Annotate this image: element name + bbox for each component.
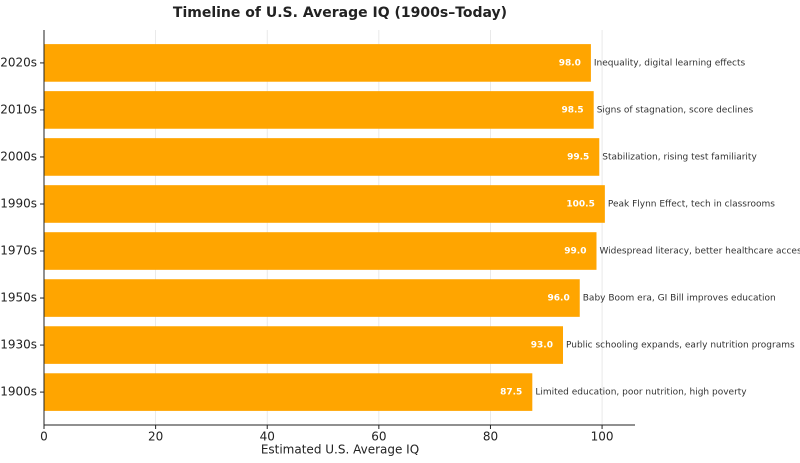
x-tick-label: 80: [483, 430, 498, 444]
x-tick-label: 100: [591, 430, 614, 444]
y-tick-label: 2010s: [0, 102, 37, 116]
bar: [44, 232, 597, 270]
x-axis-label: Estimated U.S. Average IQ: [261, 443, 419, 457]
value-label: 98.5: [561, 105, 583, 115]
value-label: 98.0: [559, 58, 581, 68]
x-tick-label: 60: [371, 430, 386, 444]
bar-note: Limited education, poor nutrition, high …: [535, 388, 747, 398]
bar: [44, 326, 564, 364]
value-label: 100.5: [566, 199, 594, 209]
bar: [44, 373, 533, 411]
bar-note: Peak Flynn Effect, tech in classrooms: [608, 199, 775, 209]
value-label: 96.0: [548, 294, 570, 304]
value-label: 99.5: [567, 152, 589, 162]
y-tick-label: 1950s: [0, 291, 37, 305]
bar-note: Public schooling expands, early nutritio…: [566, 341, 795, 351]
y-tick-label: 1970s: [0, 244, 37, 258]
y-tick-label: 2000s: [0, 149, 37, 163]
bar: [44, 91, 594, 129]
bar: [44, 185, 605, 223]
x-tick-label: 20: [148, 430, 163, 444]
bar-note: Inequality, digital learning effects: [594, 58, 746, 68]
value-label: 93.0: [531, 341, 553, 351]
value-label: 99.0: [564, 247, 586, 257]
y-tick-label: 2020s: [0, 55, 37, 69]
bar-note: Stabilization, rising test familiarity: [602, 152, 757, 162]
y-tick-label: 1900s: [0, 385, 37, 399]
chart-title: Timeline of U.S. Average IQ (1900s–Today…: [173, 5, 507, 21]
y-tick-label: 1930s: [0, 338, 37, 352]
y-tick-label: 1990s: [0, 196, 37, 210]
x-tick-label: 40: [260, 430, 275, 444]
bar-note: Baby Boom era, GI Bill improves educatio…: [583, 294, 776, 304]
value-label: 87.5: [500, 388, 522, 398]
bar: [44, 44, 591, 82]
bar-note: Signs of stagnation, score declines: [597, 105, 754, 115]
bar: [44, 138, 600, 176]
x-tick-label: 0: [40, 430, 48, 444]
bar-note: Widespread literacy, better healthcare a…: [599, 247, 800, 257]
bar: [44, 279, 580, 317]
